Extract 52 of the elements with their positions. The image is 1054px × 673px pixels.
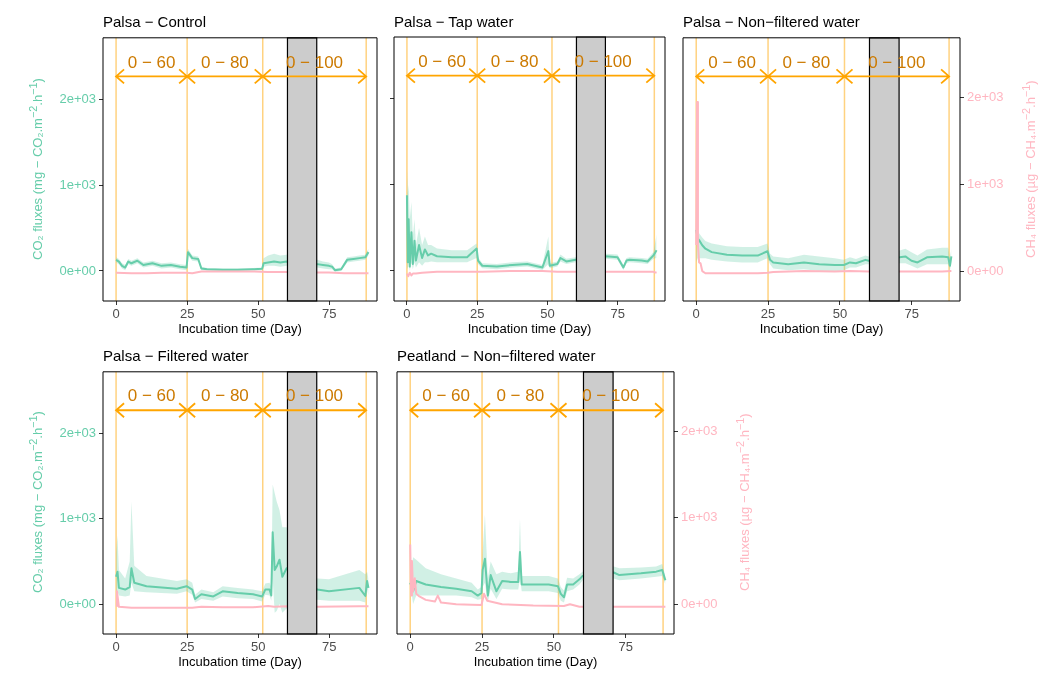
x-tick-label: 75 <box>322 639 337 655</box>
x-tick-label: 0 <box>406 639 414 655</box>
annotation: 0 − 60 <box>422 386 471 406</box>
y2-tick-label: 0e+00 <box>681 595 718 611</box>
x-tick-label: 50 <box>540 306 555 322</box>
y-tick-label: 2e+03 <box>59 424 96 440</box>
chart-title: Palsa − Non−filtered water <box>683 13 860 30</box>
y2-tick-label: 1e+03 <box>967 175 1004 191</box>
x-tick-label: 0 <box>403 306 411 322</box>
x-tick-label: 25 <box>179 639 195 655</box>
y-tick-label: 1e+03 <box>59 176 96 192</box>
x-axis-title: Incubation time (Day) <box>473 653 598 669</box>
annotation: 0 − 80 <box>496 386 545 406</box>
x-tick-label: 50 <box>546 639 562 655</box>
x-axis-title: Incubation time (Day) <box>178 653 302 669</box>
x-tick-label: 75 <box>322 306 337 322</box>
annotation: 0 − 80 <box>782 52 831 72</box>
y-tick-label: 2e+03 <box>59 91 96 107</box>
x-tick-label: 75 <box>618 639 633 655</box>
x-axis-title: Incubation time (Day) <box>759 320 884 336</box>
annotation: 0 − 60 <box>127 386 176 406</box>
y2-tick-label: 2e+03 <box>967 89 1004 105</box>
x-tick-label: 25 <box>474 639 490 655</box>
chart-title: Palsa − Control <box>103 13 206 30</box>
x-tick-label: 50 <box>832 306 848 322</box>
x-tick-label: 50 <box>250 306 266 322</box>
chart-title: Peatland − Non−filtered water <box>397 347 596 364</box>
x-axis-title: Incubation time (Day) <box>467 320 592 336</box>
y-tick-label: 0e+00 <box>59 595 96 611</box>
annotation: 0 − 80 <box>201 52 249 72</box>
y2-tick-label: 2e+03 <box>681 422 718 438</box>
y2-tick-label: 0e+00 <box>967 262 1004 278</box>
x-tick-label: 25 <box>469 306 485 322</box>
x-tick-label: 75 <box>610 306 626 322</box>
x-tick-label: 50 <box>250 639 266 655</box>
annotation: 0 − 60 <box>418 51 466 71</box>
chart-title: Palsa − Filtered water <box>103 347 249 364</box>
x-axis-title: Incubation time (Day) <box>178 320 302 336</box>
x-tick-label: 0 <box>692 306 700 322</box>
x-tick-label: 0 <box>112 306 120 322</box>
annotation: 0 − 80 <box>490 51 539 71</box>
x-tick-label: 25 <box>760 306 776 322</box>
x-tick-label: 75 <box>904 306 919 322</box>
chart-title: Palsa − Tap water <box>394 13 514 30</box>
x-tick-label: 0 <box>112 639 120 655</box>
y2-tick-label: 1e+03 <box>681 509 718 525</box>
annotation: 0 − 60 <box>708 52 757 72</box>
x-tick-label: 25 <box>179 306 195 322</box>
annotation: 0 − 80 <box>201 386 249 406</box>
y-tick-label: 1e+03 <box>59 510 96 526</box>
y-tick-label: 0e+00 <box>59 262 96 278</box>
annotation: 0 − 60 <box>127 52 176 72</box>
